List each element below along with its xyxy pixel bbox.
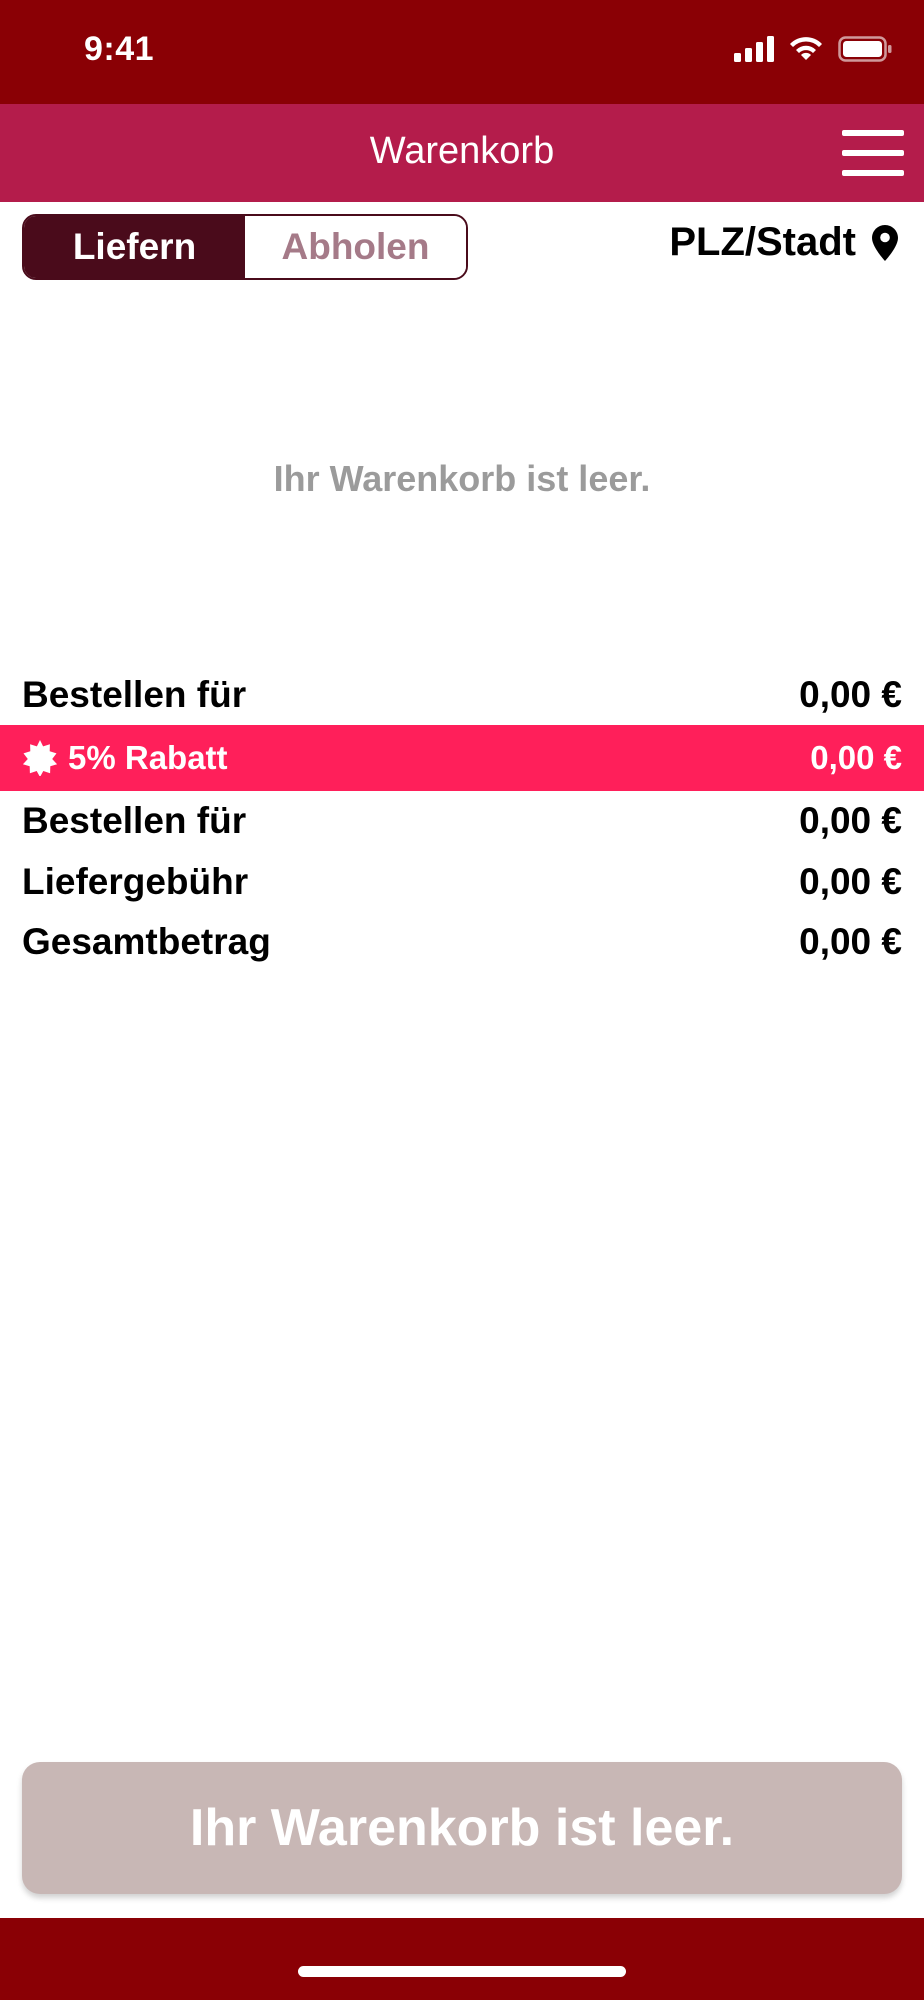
empty-cart-message: Ihr Warenkorb ist leer. — [273, 458, 651, 499]
signal-icon — [734, 36, 774, 62]
battery-icon — [838, 36, 892, 62]
home-indicator[interactable] — [298, 1966, 626, 1977]
summary-row-delivery-fee: Liefergebühr 0,00 € — [0, 852, 924, 912]
bottom-bar — [0, 1918, 924, 2000]
summary-label: Gesamtbetrag — [22, 921, 271, 962]
tab-liefern[interactable]: Liefern — [24, 216, 245, 278]
location-pin-icon — [872, 224, 898, 261]
summary-value: 0,00 € — [799, 861, 902, 902]
summary-row-order-for: Bestellen für 0,00 € — [0, 791, 924, 851]
summary-row-subtotal: Bestellen für 0,00 € — [0, 665, 924, 725]
summary-value: 0,00 € — [799, 674, 902, 715]
summary-row-total: Gesamtbetrag 0,00 € — [0, 912, 924, 972]
summary-value: 0,00 € — [810, 739, 902, 776]
discount-badge-icon — [22, 740, 58, 776]
summary-label: Bestellen für — [22, 674, 247, 715]
status-time: 9:41 — [84, 30, 155, 68]
location-label: PLZ/Stadt — [669, 220, 856, 264]
status-bar: 9:41 — [0, 0, 924, 104]
summary-label: Bestellen für — [22, 800, 247, 841]
delivery-mode-toggle: Liefern Abholen — [22, 214, 468, 280]
checkout-button[interactable]: Ihr Warenkorb ist leer. — [22, 1762, 902, 1894]
tab-abholen[interactable]: Abholen — [245, 216, 466, 278]
summary-row-discount: 5% Rabatt 0,00 € — [0, 725, 924, 791]
app-header: Warenkorb — [0, 104, 924, 202]
page-title: Warenkorb — [369, 130, 555, 172]
location-selector[interactable]: PLZ/Stadt — [669, 220, 898, 265]
summary-value: 0,00 € — [799, 921, 902, 962]
wifi-icon — [790, 37, 822, 60]
status-icons — [734, 36, 892, 62]
hamburger-menu-icon[interactable] — [842, 130, 906, 176]
summary-value: 0,00 € — [799, 800, 902, 841]
summary-label: 5% Rabatt — [68, 739, 228, 776]
summary-label: Liefergebühr — [22, 861, 249, 902]
